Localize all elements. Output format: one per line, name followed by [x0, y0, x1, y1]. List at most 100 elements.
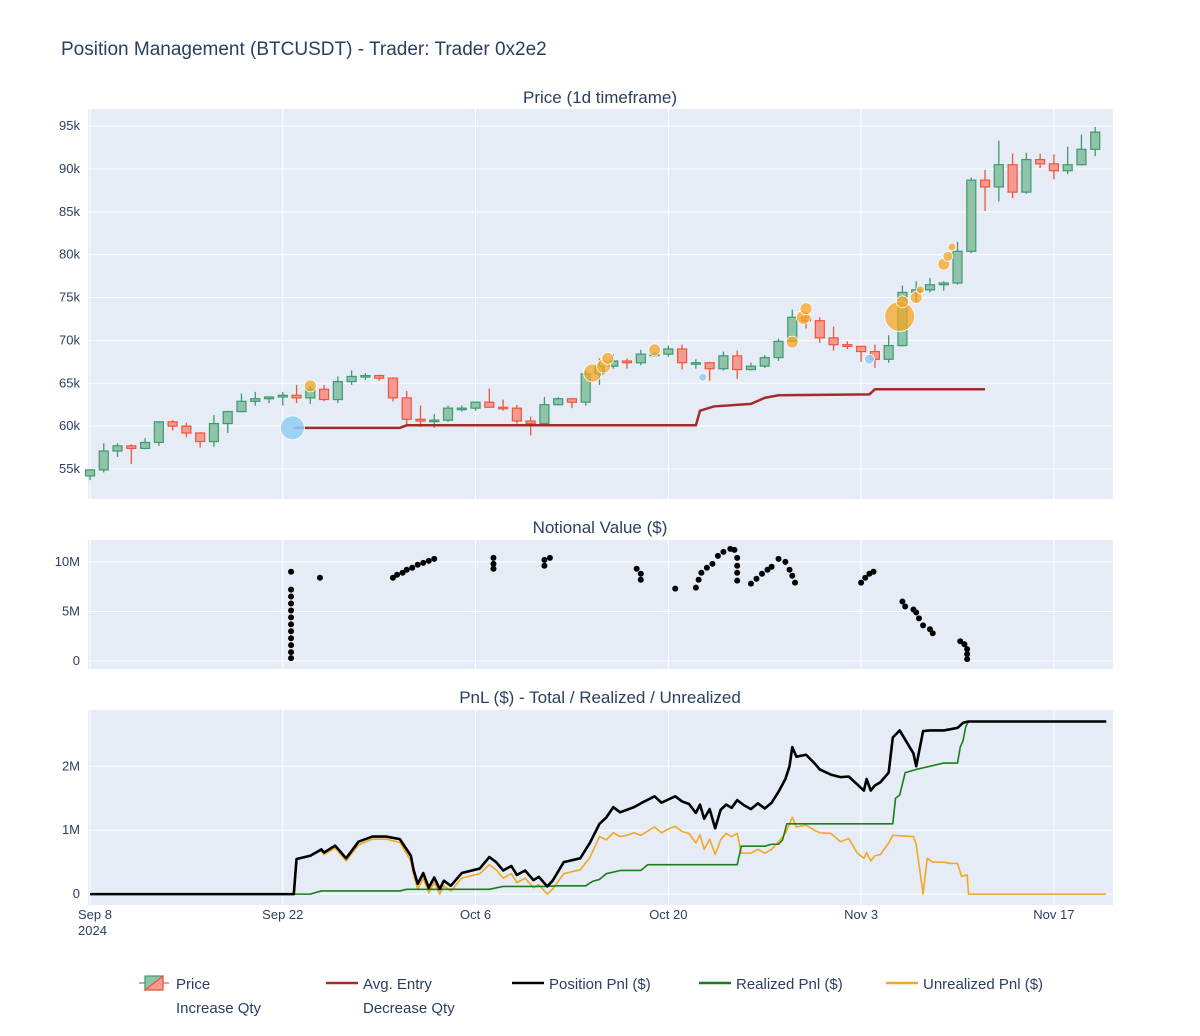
candle-body: [112, 445, 123, 452]
candle-body: [745, 365, 757, 371]
legend-label: Decrease Qty: [363, 1000, 455, 1017]
candle-body: [332, 380, 343, 401]
notional-point: [734, 577, 741, 584]
notional-point: [734, 569, 741, 576]
increase-qty-marker: [915, 285, 925, 295]
notional-point: [698, 569, 705, 576]
notional-point: [734, 554, 741, 561]
notional-point: [420, 559, 427, 566]
notional-point: [409, 564, 416, 571]
y-tick-label: 0: [73, 653, 80, 668]
x-tick-label-line: Oct 6: [460, 907, 491, 922]
legend[interactable]: Price Avg. Entry Position Pnl ($) Realized …: [139, 974, 1043, 1017]
notional-point: [747, 580, 754, 587]
increase-qty-marker: [303, 379, 317, 393]
candle-body: [511, 407, 522, 422]
pnl-series-line: [90, 720, 1107, 895]
candle-body: [1090, 131, 1101, 150]
notional-plot-area[interactable]: [88, 540, 1113, 669]
candle-body: [566, 398, 578, 403]
candle-body: [966, 179, 977, 252]
candle-body: [690, 362, 701, 365]
legend-item[interactable]: Realized Pnl ($): [699, 976, 843, 993]
notional-point: [870, 568, 877, 575]
notional-point: [899, 598, 906, 605]
legend-item[interactable]: Increase Qty: [176, 1000, 262, 1017]
notional-point: [792, 579, 799, 586]
x-tick-label-line: Sep 22: [262, 907, 303, 922]
decrease-qty-marker: [280, 415, 305, 441]
candle-body: [498, 406, 509, 410]
legend-label: Position Pnl ($): [549, 976, 651, 993]
pnl-chart: 0 1M 2M: [62, 710, 1113, 905]
x-tick-label: Nov 3: [844, 907, 878, 922]
pnl-plot-area[interactable]: [88, 710, 1113, 905]
legend-item[interactable]: Unrealized Pnl ($): [886, 976, 1043, 993]
candle-body: [1048, 163, 1060, 172]
candle-body: [1076, 148, 1087, 166]
increase-qty-marker: [947, 242, 957, 252]
notional-point: [633, 565, 640, 572]
notional-point: [288, 621, 295, 628]
candle-body: [139, 441, 151, 450]
x-tick-label-line: Nov 3: [844, 907, 878, 922]
legend-item[interactable]: Position Pnl ($): [512, 976, 651, 993]
candle-body: [181, 425, 192, 434]
candle-body: [195, 432, 206, 443]
x-tick-label-line: 2024: [78, 923, 107, 938]
price-plot-area[interactable]: [88, 109, 1113, 499]
legend-label: Price: [176, 976, 210, 993]
x-axis: Sep 8 2024 Sep 22 Oct 6 Oct 20 Nov 3 Nov 17: [78, 907, 1075, 938]
notional-point: [734, 562, 741, 569]
notional-point: [692, 584, 699, 591]
notional-point: [695, 576, 702, 583]
notional-point: [714, 552, 721, 559]
notional-point: [546, 554, 553, 561]
x-tick-label: Oct 6: [460, 907, 491, 922]
candle-body: [387, 377, 399, 399]
candle-body: [84, 469, 96, 477]
notional-point: [957, 638, 964, 645]
candle-body: [318, 388, 330, 401]
notional-point: [753, 575, 760, 582]
candle-body: [856, 345, 867, 353]
notional-point: [394, 571, 401, 578]
notional-point: [490, 565, 497, 572]
candle-body: [456, 407, 467, 411]
notional-point: [414, 561, 421, 568]
notional-point: [490, 554, 497, 561]
candle-body: [126, 445, 137, 450]
y-tick-label: 75k: [59, 290, 80, 305]
candle-body: [250, 398, 261, 402]
legend-item[interactable]: Price: [139, 974, 210, 993]
notional-point: [786, 566, 793, 573]
notional-point: [964, 646, 971, 653]
candle-body: [621, 360, 633, 364]
notional-point: [758, 570, 765, 577]
x-tick-label-line: Nov 17: [1033, 907, 1074, 922]
x-tick-label: Sep 8 2024: [78, 907, 112, 938]
candle-body: [98, 450, 109, 471]
legend-item[interactable]: Decrease Qty: [363, 1000, 455, 1017]
notional-point: [288, 568, 295, 575]
notional-point: [862, 574, 869, 581]
increase-qty-marker: [909, 291, 923, 304]
candle-body: [291, 394, 302, 399]
notional-point: [288, 600, 295, 607]
candle-body: [415, 418, 426, 422]
candle-body: [263, 396, 275, 400]
notional-point: [902, 603, 909, 610]
candle-body: [360, 374, 371, 378]
notional-point: [399, 569, 406, 576]
page-title: Position Management (BTCUSDT) - Trader: …: [61, 39, 547, 60]
candle-body: [938, 282, 949, 286]
candle-body: [1062, 164, 1073, 172]
legend-item[interactable]: Avg. Entry: [326, 976, 432, 993]
decrease-qty-marker: [863, 353, 875, 365]
candle-body: [635, 353, 646, 364]
notional-point: [768, 563, 775, 570]
candle-body: [553, 398, 564, 406]
increase-qty-marker: [942, 251, 954, 262]
candle-body: [952, 250, 963, 284]
notional-point: [288, 593, 295, 600]
